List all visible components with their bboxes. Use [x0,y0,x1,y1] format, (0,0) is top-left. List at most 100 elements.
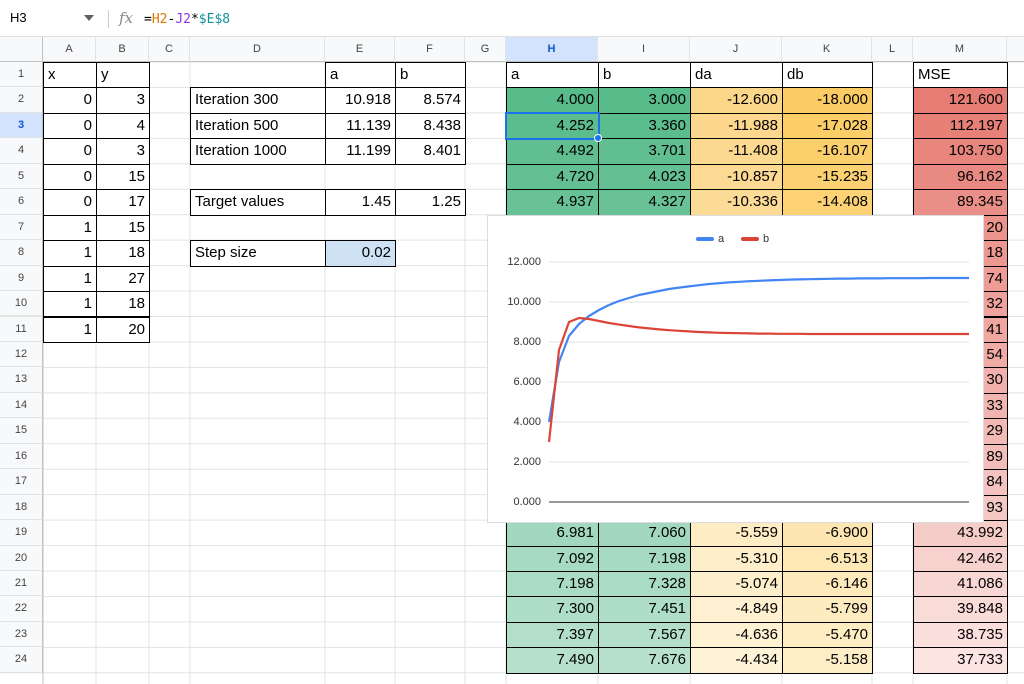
cell[interactable]: -16.107 [782,138,873,165]
cell[interactable]: -11.408 [690,138,783,165]
cell[interactable]: y [96,62,150,89]
cell[interactable]: 38.735 [913,621,1008,649]
row-number[interactable]: 13 [0,367,43,393]
cell[interactable]: Step size [190,240,326,267]
cell[interactable]: -5.559 [690,520,783,547]
cell[interactable]: 41.086 [913,571,1008,598]
column-header[interactable]: H [506,37,598,62]
cell[interactable]: -5.310 [690,545,783,572]
cell[interactable]: Iteration 1000 [190,138,326,165]
cell[interactable]: x [43,62,97,89]
cell[interactable]: MSE [913,62,1008,89]
cell[interactable]: 0.02 [325,240,396,267]
cell[interactable]: 4.492 [506,138,599,165]
cell[interactable]: 10.918 [325,87,396,114]
cell[interactable]: -5.158 [782,647,873,674]
cell[interactable]: -5.074 [690,571,783,598]
cell[interactable]: 7.092 [506,545,599,572]
cell[interactable]: 4 [96,112,150,140]
column-header[interactable]: G [465,37,506,62]
cell[interactable]: -14.408 [782,189,873,216]
cell[interactable]: -6.146 [782,571,873,598]
row-number[interactable]: 8 [0,240,43,266]
row-number[interactable]: 19 [0,520,43,546]
row-number[interactable]: 24 [0,647,43,673]
row-number[interactable]: 6 [0,189,43,215]
cell[interactable]: 8.401 [395,138,466,165]
cell[interactable]: 18 [96,291,150,318]
cell[interactable]: 96.162 [913,163,1008,191]
cell[interactable]: -15.235 [782,163,873,191]
cell[interactable]: 1.45 [325,189,396,216]
column-header[interactable]: I [598,37,690,62]
row-number[interactable]: 16 [0,443,43,470]
cell[interactable]: 11.139 [325,112,396,140]
cell[interactable]: 0 [43,163,97,191]
cell[interactable]: 8.574 [395,87,466,114]
row-number[interactable]: 4 [0,138,43,164]
column-header[interactable]: A [43,37,96,62]
fill-handle[interactable] [594,134,602,143]
cell[interactable]: 7.397 [506,621,599,649]
cell[interactable]: 11.199 [325,138,396,165]
cell[interactable]: 4.023 [598,163,691,191]
cell[interactable]: 1 [43,265,97,293]
row-number[interactable]: 11 [0,316,43,342]
cell[interactable]: a [506,62,599,89]
cell[interactable]: -5.470 [782,621,873,649]
cell[interactable]: 39.848 [913,596,1008,623]
cell[interactable]: -4.849 [690,596,783,623]
cell[interactable]: 42.462 [913,545,1008,572]
row-number[interactable]: 12 [0,341,43,368]
cell[interactable]: 27 [96,265,150,293]
cell[interactable]: 15 [96,214,150,242]
cell[interactable]: 1 [43,316,97,343]
dropdown-arrow[interactable] [84,14,94,22]
cell[interactable]: 7.676 [598,647,691,674]
cell[interactable]: -4.636 [690,621,783,649]
cell[interactable]: 7.300 [506,596,599,623]
name-box[interactable]: H3 [10,10,27,25]
cell[interactable]: -11.988 [690,112,783,140]
cell[interactable]: -17.028 [782,112,873,140]
cell[interactable]: 3.000 [598,87,691,114]
cell[interactable]: 3.701 [598,138,691,165]
cell[interactable]: 112.197 [913,112,1008,140]
cell[interactable]: Iteration 300 [190,87,326,114]
cell[interactable]: 37.733 [913,647,1008,674]
cell[interactable]: 1.25 [395,189,466,216]
cell[interactable]: 20 [96,316,150,343]
column-header[interactable]: C [149,37,190,62]
column-header[interactable]: L [872,37,913,62]
cell[interactable]: 1 [43,240,97,267]
column-header[interactable]: B [96,37,149,62]
cell[interactable]: 4.000 [506,87,599,114]
row-number[interactable]: 2 [0,87,43,113]
column-header[interactable]: D [190,37,325,62]
column-header[interactable]: E [325,37,395,62]
cell[interactable]: 3 [96,138,150,165]
cell[interactable]: 0 [43,189,97,216]
row-number[interactable]: 3 [0,112,43,139]
cell[interactable]: 103.750 [913,138,1008,165]
cell[interactable]: -5.799 [782,596,873,623]
cell[interactable]: 4.720 [506,163,599,191]
cell[interactable]: 18 [96,240,150,267]
cell[interactable]: 4.327 [598,189,691,216]
cell[interactable]: 7.328 [598,571,691,598]
cell[interactable]: 7.198 [506,571,599,598]
cell[interactable]: -10.336 [690,189,783,216]
cell[interactable]: 89.345 [913,189,1008,216]
cell[interactable]: 17 [96,189,150,216]
cell[interactable]: 3 [96,87,150,114]
cell[interactable]: Target values [190,189,326,216]
cell[interactable]: 7.060 [598,520,691,547]
cell[interactable]: db [782,62,873,89]
column-header[interactable]: M [913,37,1007,62]
cell[interactable]: 121.600 [913,87,1008,114]
cell[interactable]: -6.900 [782,520,873,547]
cell[interactable]: 1 [43,214,97,242]
cell[interactable]: -10.857 [690,163,783,191]
cell[interactable]: 7.490 [506,647,599,674]
row-number[interactable]: 9 [0,265,43,292]
